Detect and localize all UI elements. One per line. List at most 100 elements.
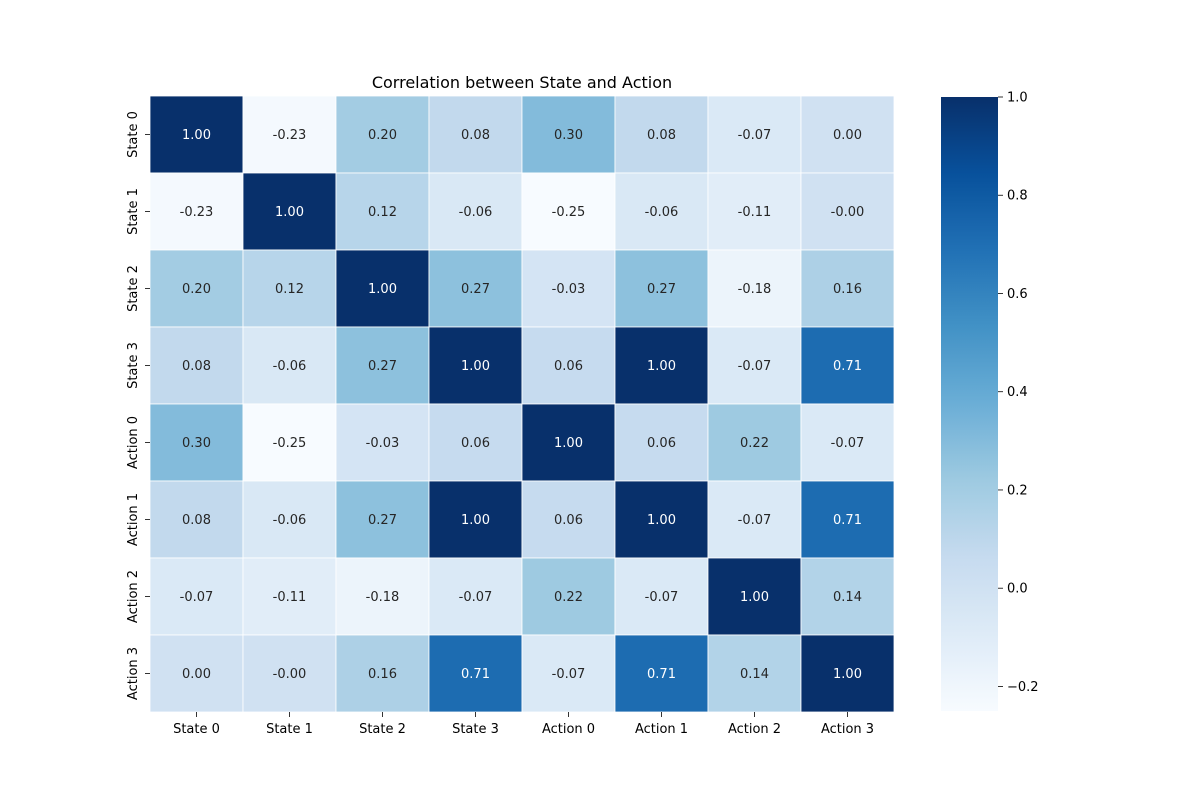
heatmap-cell <box>335 557 430 636</box>
y-tick-label: State 3 <box>126 342 141 389</box>
cell-value-label: 1.00 <box>461 513 490 528</box>
cell-value-label: 0.71 <box>833 513 862 528</box>
colorbar-tick-label: 0.2 <box>1007 483 1028 498</box>
cell-value-label: 0.08 <box>182 359 211 374</box>
heatmap-cell <box>521 557 616 636</box>
cell-value-label: 0.27 <box>647 282 676 297</box>
cell-value-label: -0.11 <box>273 590 307 605</box>
heatmap-cell <box>614 634 709 713</box>
cell-value-label: 1.00 <box>647 359 676 374</box>
colorbar-tick-label: 0.0 <box>1007 582 1028 597</box>
heatmap-cell <box>242 249 337 328</box>
cell-value-label: -0.07 <box>552 667 586 682</box>
cell-value-label: -0.25 <box>552 205 586 220</box>
cell-value-label: 0.14 <box>740 667 769 682</box>
cell-value-label: -0.07 <box>738 513 772 528</box>
heatmap-cell <box>335 249 430 328</box>
heatmap-cell <box>707 326 802 405</box>
heatmap-cell <box>800 249 895 328</box>
heatmap-cell <box>428 249 523 328</box>
cell-value-label: 0.16 <box>368 667 397 682</box>
chart-title: Correlation between State and Action <box>372 73 672 92</box>
cell-value-label: 0.27 <box>368 513 397 528</box>
cell-value-label: -0.07 <box>831 436 865 451</box>
cell-value-label: 0.08 <box>647 128 676 143</box>
cell-value-label: 0.30 <box>182 436 211 451</box>
colorbar-tick-label: 0.6 <box>1007 287 1028 302</box>
heatmap-cell <box>707 557 802 636</box>
x-tick-label: Action 1 <box>635 722 688 737</box>
cell-value-label: -0.07 <box>738 359 772 374</box>
heatmap-cell <box>800 95 895 174</box>
heatmap-cell <box>242 172 337 251</box>
heatmap-cell <box>428 326 523 405</box>
heatmap-cell <box>614 249 709 328</box>
colorbar-gradient <box>941 97 998 711</box>
cell-value-label: 0.20 <box>368 128 397 143</box>
heatmap-cells <box>149 95 895 713</box>
heatmap-cell <box>800 403 895 482</box>
heatmap-cell-labels: 1.00 -0.23 0.20 0.08 0.30 0.08 -0.07 0.00 -0.23 1… <box>180 128 865 682</box>
cell-value-label: -0.07 <box>738 128 772 143</box>
heatmap-cell <box>521 634 616 713</box>
cell-value-label: 0.27 <box>368 359 397 374</box>
cell-value-label: 0.27 <box>461 282 490 297</box>
cell-value-label: 0.06 <box>554 513 583 528</box>
x-tick-label: State 2 <box>359 722 406 737</box>
cell-value-label: 1.00 <box>182 128 211 143</box>
cell-value-label: 0.71 <box>833 359 862 374</box>
cell-value-label: -0.00 <box>831 205 865 220</box>
cell-value-label: 0.12 <box>275 282 304 297</box>
heatmap-cell <box>521 326 616 405</box>
y-tick-label: State 0 <box>126 111 141 158</box>
heatmap-cell <box>335 326 430 405</box>
cell-value-label: -0.00 <box>273 667 307 682</box>
heatmap-cell <box>707 403 802 482</box>
heatmap-cell <box>707 172 802 251</box>
heatmap-cell <box>614 95 709 174</box>
cell-value-label: -0.06 <box>273 513 307 528</box>
cell-value-label: -0.07 <box>459 590 493 605</box>
cell-value-label: 1.00 <box>554 436 583 451</box>
x-tick-label: State 1 <box>266 722 313 737</box>
cell-value-label: 1.00 <box>275 205 304 220</box>
y-tick-label: Action 2 <box>126 570 141 623</box>
cell-value-label: 0.06 <box>461 436 490 451</box>
cell-value-label: 0.08 <box>461 128 490 143</box>
colorbar-tick-label: −0.2 <box>1007 680 1039 695</box>
x-tick-label: State 0 <box>173 722 220 737</box>
heatmap-cell <box>149 557 244 636</box>
cell-value-label: 0.16 <box>833 282 862 297</box>
heatmap-cell <box>707 480 802 559</box>
cell-value-label: 1.00 <box>368 282 397 297</box>
heatmap-cell <box>428 403 523 482</box>
heatmap-cell <box>242 557 337 636</box>
cell-value-label: -0.23 <box>180 205 214 220</box>
x-tick-label: Action 2 <box>728 722 781 737</box>
cell-value-label: 0.00 <box>182 667 211 682</box>
heatmap-cell <box>800 557 895 636</box>
cell-value-label: 0.06 <box>554 359 583 374</box>
heatmap-cell <box>707 249 802 328</box>
heatmap-cell <box>335 95 430 174</box>
cell-value-label: -0.18 <box>738 282 772 297</box>
heatmap-cell <box>614 557 709 636</box>
x-tick-label: Action 3 <box>821 722 874 737</box>
y-tick-label: Action 0 <box>126 416 141 469</box>
heatmap-cell <box>521 172 616 251</box>
cell-value-label: 0.00 <box>833 128 862 143</box>
cell-value-label: 0.30 <box>554 128 583 143</box>
y-axis: State 0 State 1 State 2 State 3 Action 0 Acti… <box>126 111 150 700</box>
y-tick-label: State 2 <box>126 265 141 312</box>
cell-value-label: -0.23 <box>273 128 307 143</box>
heatmap-cell <box>614 403 709 482</box>
heatmap-cell <box>521 403 616 482</box>
heatmap-cell <box>521 249 616 328</box>
x-axis: State 0 State 1 State 2 State 3 Action 0 Acti… <box>173 712 874 737</box>
heatmap-cell <box>800 480 895 559</box>
heatmap-cell <box>335 403 430 482</box>
x-tick-label: State 3 <box>452 722 499 737</box>
cell-value-label: 0.20 <box>182 282 211 297</box>
cell-value-label: -0.06 <box>459 205 493 220</box>
cell-value-label: 0.22 <box>740 436 769 451</box>
